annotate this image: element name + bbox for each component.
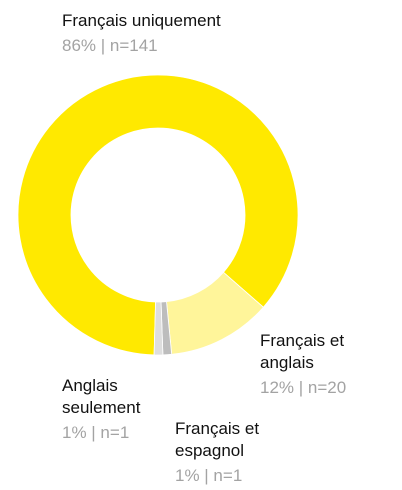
value-label: 86% | n=141 <box>62 36 158 55</box>
slice-label: Français uniquement 86% | n=141 <box>62 10 322 57</box>
donut-slice <box>17 74 299 356</box>
category-label: Français et espagnol <box>175 419 260 460</box>
slice-label: Français et anglais 12% | n=20 <box>260 330 380 399</box>
category-label: Anglais seulement <box>62 376 141 417</box>
donut-slice <box>153 301 164 356</box>
slice-label: Français et espagnol 1% | n=1 <box>175 418 280 487</box>
category-label: Français et anglais <box>260 331 345 372</box>
category-label: Français uniquement <box>62 11 221 30</box>
value-label: 12% | n=20 <box>260 378 347 397</box>
value-label: 1% | n=1 <box>62 423 130 442</box>
value-label: 1% | n=1 <box>175 466 243 485</box>
slice-label: Anglais seulement 1% | n=1 <box>62 375 162 444</box>
